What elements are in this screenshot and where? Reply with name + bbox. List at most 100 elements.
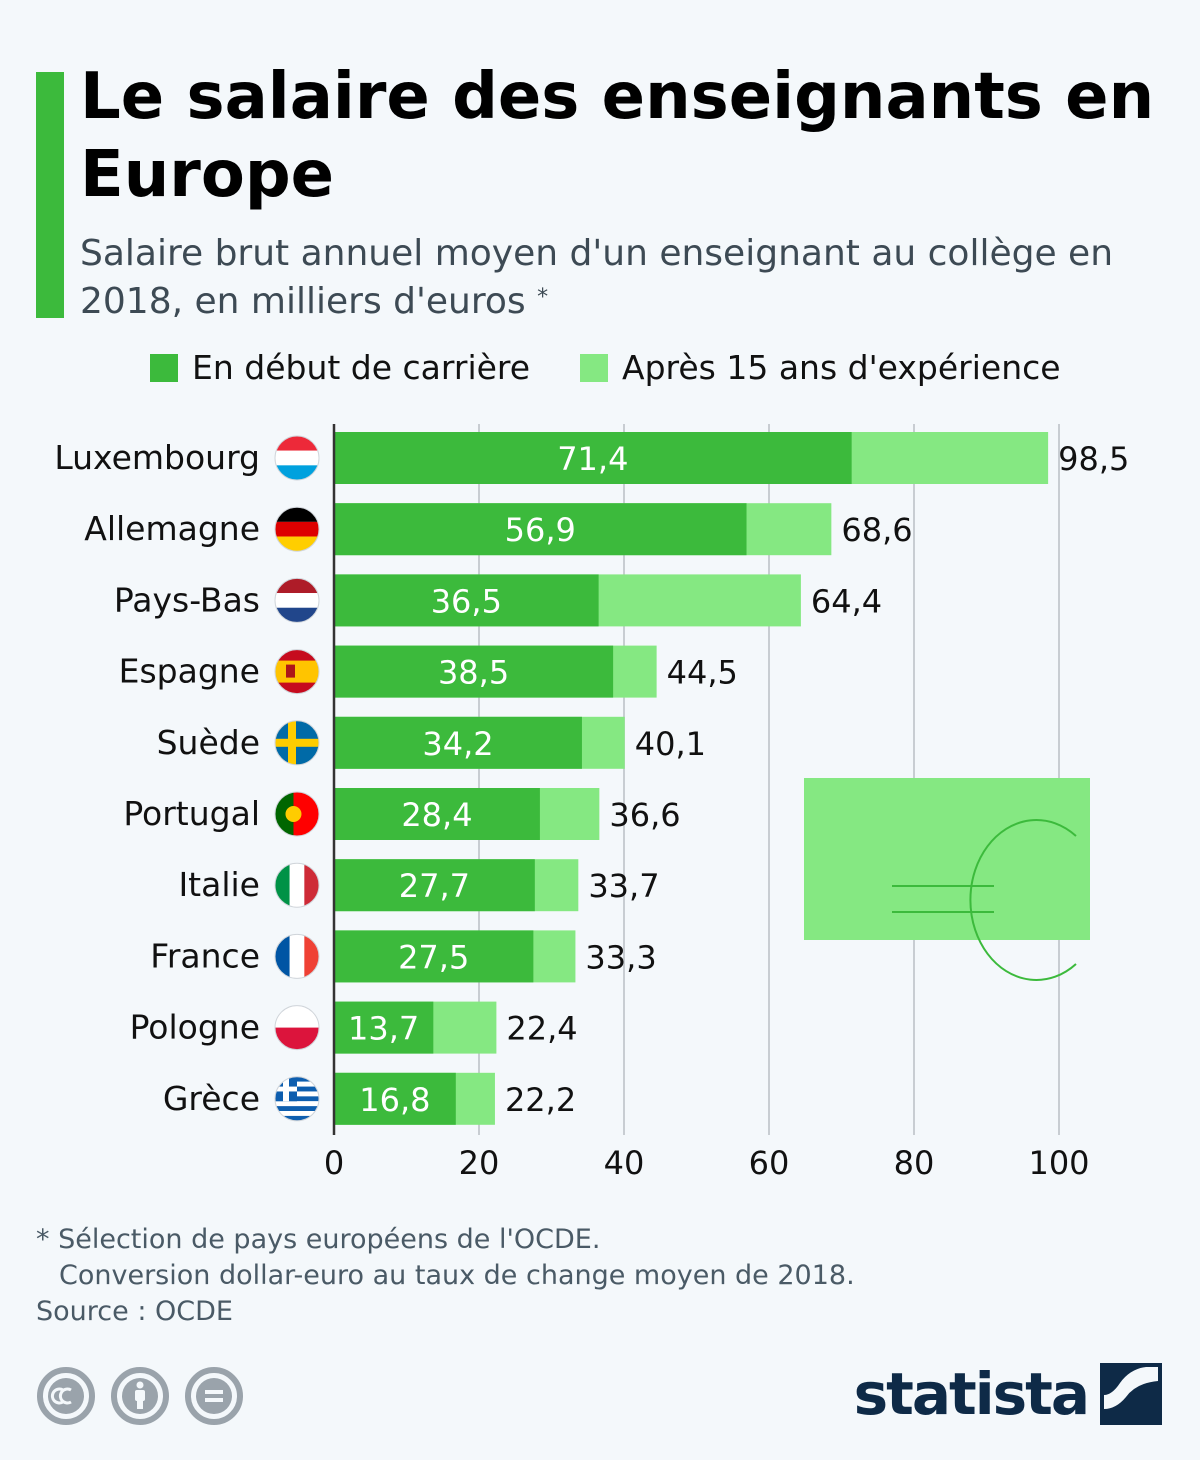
flag-stripe — [275, 863, 290, 908]
legend-item-start: En début de carrière — [150, 348, 530, 387]
bar-career-start — [334, 788, 540, 840]
flag-stripe — [275, 536, 319, 552]
flag-border — [274, 720, 320, 766]
bar-career-start — [334, 503, 747, 556]
value-label-start: 13,7 — [348, 1010, 419, 1048]
flag-border — [274, 649, 320, 695]
category-label: Allemagne — [84, 509, 260, 548]
chart-title: Le salaire des enseignants en Europe — [80, 60, 1155, 212]
italy-flag-icon — [275, 863, 319, 908]
bar-career-start — [334, 1001, 434, 1054]
value-label-start: 34,2 — [422, 725, 493, 763]
subtitle-footnote-marker: * — [537, 285, 549, 310]
value-label-15-years: 33,7 — [588, 867, 659, 905]
bar-chart: 71,4 98,5 Luxembourg 56,9 68,6 Allemagne 36,5 6… — [54, 424, 1129, 1182]
euro-sign-arc — [969, 819, 1077, 981]
value-label-start: 27,5 — [398, 938, 469, 976]
value-label-15-years: 44,5 — [667, 654, 738, 692]
category-label: France — [150, 936, 260, 975]
value-label-15-years: 22,2 — [505, 1081, 576, 1119]
flag-stripe — [275, 593, 319, 608]
flag-stripe — [275, 465, 319, 480]
greece-flag-icon — [275, 1076, 319, 1121]
subtitle-text: Salaire brut annuel moyen d'un enseignan… — [80, 233, 1114, 322]
x-tick-label: 60 — [749, 1144, 790, 1182]
value-label-15-years: 68,6 — [841, 511, 912, 549]
flag-border — [274, 435, 320, 481]
bar-career-start — [334, 716, 582, 769]
flag-stripe — [275, 1101, 319, 1107]
portugal-flag-icon — [275, 792, 319, 836]
flag-stripe — [275, 792, 294, 836]
category-label: Espagne — [119, 652, 260, 691]
spain-flag-icon — [275, 649, 319, 694]
source-text: Source : OCDE — [36, 1296, 233, 1327]
value-label-start: 56,9 — [505, 511, 576, 549]
france-flag-icon — [275, 934, 319, 979]
sweden-flag-icon — [275, 720, 319, 765]
x-tick-label: 20 — [459, 1144, 500, 1182]
category-label: Pays-Bas — [114, 580, 260, 619]
flag-stripe — [275, 521, 319, 537]
flag-border — [274, 1005, 320, 1051]
category-label: Grèce — [163, 1079, 260, 1118]
flag-border — [274, 791, 320, 837]
flag-stripe — [286, 664, 295, 678]
value-label-start: 36,5 — [431, 582, 502, 620]
value-label-15-years: 64,4 — [811, 582, 882, 620]
attribution-icon[interactable] — [110, 1366, 170, 1426]
no-derivatives-icon[interactable] — [184, 1366, 244, 1426]
flag-border — [274, 862, 320, 908]
footnote: * Sélection de pays européens de l'OCDE.… — [36, 1222, 1136, 1330]
luxembourg-flag-icon — [275, 436, 319, 480]
category-label: Suède — [157, 723, 260, 762]
flag-border — [274, 933, 320, 979]
value-label-15-years: 40,1 — [635, 725, 706, 763]
accent-bar — [36, 72, 64, 318]
flag-stripe — [275, 450, 319, 466]
flag-border — [274, 577, 320, 623]
category-label: Pologne — [130, 1008, 260, 1047]
x-tick-label: 80 — [894, 1144, 935, 1182]
flag-stripe — [275, 1111, 319, 1116]
category-label: Portugal — [123, 794, 260, 833]
value-label-start: 38,5 — [438, 654, 509, 692]
flag-stripe — [275, 1027, 319, 1050]
value-label-start: 28,4 — [401, 796, 472, 834]
bar-career-start — [334, 574, 599, 627]
flag-stripe — [275, 1106, 319, 1112]
flag-stripe — [275, 507, 319, 522]
x-tick-label: 100 — [1028, 1144, 1089, 1182]
banknote-shape — [804, 778, 1090, 940]
flag-border — [274, 1076, 320, 1122]
x-tick-label: 40 — [604, 1144, 645, 1182]
footnote-selection: * Sélection de pays européens de l'OCDE. — [36, 1224, 601, 1255]
flag-stripe — [304, 863, 319, 908]
netherlands-flag-icon — [275, 578, 319, 623]
statista-logo[interactable]: statista — [854, 1360, 1162, 1428]
bar-career-start — [334, 859, 535, 912]
bar-career-start — [334, 645, 614, 698]
flag-stripe — [275, 1115, 319, 1121]
bar-career-start — [334, 930, 534, 983]
flag-border — [274, 506, 320, 552]
brand-name: statista — [853, 1360, 1090, 1428]
flag-stripe — [275, 1086, 297, 1092]
flag-stripe — [275, 578, 319, 594]
cc-icon[interactable] — [36, 1366, 96, 1426]
footnote-conversion: Conversion dollar-euro au taux de change… — [59, 1260, 855, 1291]
value-label-start: 16,8 — [359, 1081, 430, 1119]
legend-item-15y: Après 15 ans d'expérience — [580, 348, 1061, 387]
chart-subtitle: Salaire brut annuel moyen d'un enseignan… — [80, 230, 1160, 326]
x-tick-label: 0 — [324, 1144, 344, 1182]
flag-stripe — [275, 934, 290, 979]
poland-flag-icon — [275, 1005, 319, 1050]
statista-logo-icon — [1100, 1363, 1162, 1425]
value-label-15-years: 33,3 — [585, 938, 656, 976]
legend-label-15y: Après 15 ans d'expérience — [622, 348, 1061, 387]
legend-label-start: En début de carrière — [192, 348, 531, 387]
bar-career-start — [334, 432, 852, 484]
flag-stripe — [275, 436, 319, 451]
bar-career-start — [334, 1072, 456, 1125]
flag-stripe — [275, 1005, 319, 1028]
